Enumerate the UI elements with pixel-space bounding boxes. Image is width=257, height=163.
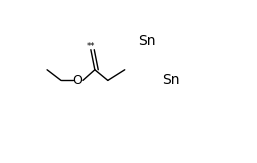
Text: Sn: Sn — [138, 34, 155, 48]
Text: **: ** — [87, 42, 96, 51]
Text: O: O — [72, 74, 82, 87]
Text: Sn: Sn — [162, 73, 179, 87]
